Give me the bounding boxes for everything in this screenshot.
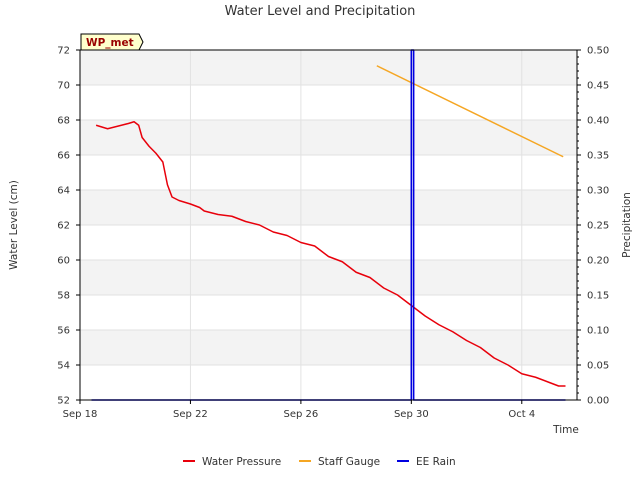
y-axis-left: 52 54 56 58 60 62 64 66 68 70 72 — [57, 46, 80, 407]
x-tick-label: Sep 30 — [394, 409, 429, 420]
series-line-staff-gauge — [376, 65, 564, 158]
y2-tick-label: 0.35 — [587, 151, 609, 162]
x-tick-label: Oct 4 — [508, 409, 535, 420]
y2-tick-label: 0.30 — [587, 186, 609, 197]
y-axis-label: Water Level (cm) — [8, 180, 20, 270]
plot-band — [80, 50, 577, 85]
x-axis-label: Time — [552, 424, 579, 436]
plot-band — [80, 225, 577, 260]
series-line-water-pressure — [95, 121, 566, 387]
x-tick-label: Sep 22 — [173, 409, 208, 420]
plot-band — [80, 85, 577, 120]
y-tick-label: 54 — [57, 361, 70, 372]
site-badge: WP_met — [80, 33, 144, 51]
chart-title: Water Level and Precipitation — [225, 4, 416, 19]
plot-band — [80, 190, 577, 225]
plot-band — [80, 260, 577, 295]
site-badge-label: WP_met — [86, 37, 134, 49]
y-tick-label: 58 — [57, 291, 70, 302]
y-tick-label: 62 — [57, 221, 70, 232]
plot-band — [80, 330, 577, 365]
plot-band — [80, 120, 577, 155]
legend: Water Pressure Staff Gauge EE Rain — [183, 456, 456, 468]
plot-band — [80, 295, 577, 330]
y-tick-label: 70 — [57, 81, 70, 92]
plot-background — [80, 50, 577, 400]
plot-band — [80, 365, 577, 400]
y2-tick-label: 0.15 — [587, 291, 609, 302]
y2-tick-label: 0.10 — [587, 326, 609, 337]
y-tick-label: 64 — [57, 186, 70, 197]
y-tick-label: 72 — [57, 46, 70, 57]
x-tick-label: Sep 26 — [284, 409, 319, 420]
y-tick-label: 66 — [57, 151, 70, 162]
y-axis-right: 0.00 0.05 0.10 0.15 0.20 0.25 0.30 0.35 0.40 0.45… — [577, 46, 609, 407]
y2-tick-label: 0.25 — [587, 221, 609, 232]
y-tick-label: 68 — [57, 116, 70, 127]
x-tick-label: Sep 18 — [63, 409, 98, 420]
y-tick-label: 52 — [57, 396, 70, 407]
x-axis: Sep 18 Sep 22 Sep 26 Sep 30 Oct 4 — [63, 400, 535, 420]
y2-tick-label: 0.45 — [587, 81, 609, 92]
y-tick-label: 56 — [57, 326, 70, 337]
site-badge-box — [80, 33, 144, 51]
legend-label: EE Rain — [416, 456, 456, 468]
legend-label: Water Pressure — [202, 456, 281, 468]
y2-tick-label: 0.05 — [587, 361, 609, 372]
y2-tick-label: 0.20 — [587, 256, 609, 267]
y2-tick-label: 0.40 — [587, 116, 609, 127]
plot-band — [80, 155, 577, 190]
legend-label: Staff Gauge — [318, 456, 380, 468]
y2-tick-label: 0.50 — [587, 46, 609, 57]
y-tick-label: 60 — [57, 256, 70, 267]
y2-tick-label: 0.00 — [587, 396, 609, 407]
y2-axis-label: Precipitation — [621, 192, 633, 258]
